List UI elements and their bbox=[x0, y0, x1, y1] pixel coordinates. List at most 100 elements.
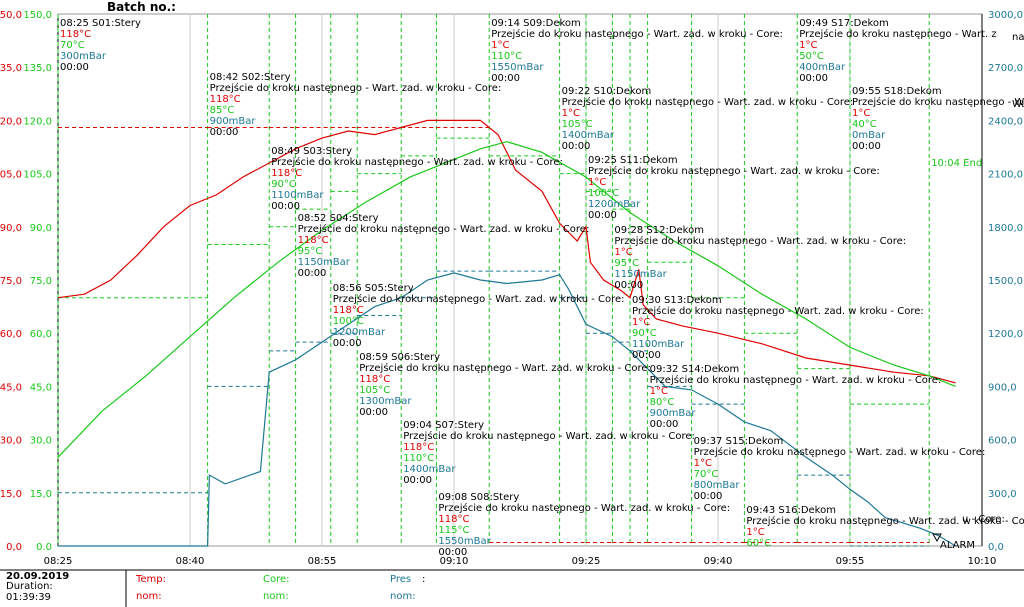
step-end-label: 10:04 End bbox=[931, 158, 982, 169]
step-core: 105°C bbox=[359, 385, 390, 396]
step-core: 90°C bbox=[271, 179, 296, 190]
step-label: 09:37 S15:Dekom bbox=[694, 436, 784, 447]
step-core: 95°C bbox=[614, 258, 639, 269]
step-temp: 118°C bbox=[333, 305, 364, 316]
x-tick-label: 09:10 bbox=[440, 556, 469, 567]
footer-duration-label: Duration: bbox=[6, 581, 53, 592]
step-core: 100°C bbox=[333, 316, 364, 327]
footer-date: 20.09.2019 bbox=[6, 571, 70, 582]
step-pres: 1400mBar bbox=[562, 130, 615, 141]
step-desc: Przejście do kroku następnego - Wart. z bbox=[799, 28, 996, 40]
left-green-tick-label: 150,0 bbox=[23, 10, 52, 21]
step-time: 00:00 bbox=[799, 73, 828, 84]
step-desc: Przejście do kroku następnego - Wart. za… bbox=[562, 96, 854, 108]
left-red-tick-label: 45,0 bbox=[0, 382, 22, 393]
right-blue-tick-label: 1800,0 bbox=[988, 223, 1023, 234]
batch-label: Batch no.: bbox=[107, 0, 176, 14]
step-desc: Przejście do kroku następnego - Wart. za… bbox=[298, 223, 590, 235]
right-blue-tick-label: 2400,0 bbox=[988, 116, 1023, 127]
x-tick-label: 09:25 bbox=[572, 556, 601, 567]
step-pres: 900mBar bbox=[650, 408, 697, 419]
step-time: 00:00 bbox=[438, 547, 467, 558]
step-label: 09:55 S18:Dekom bbox=[852, 86, 942, 97]
step-temp: 118°C bbox=[298, 235, 329, 246]
left-red-tick-label: 30,0 bbox=[0, 436, 22, 447]
step-core: 70°C bbox=[694, 469, 719, 480]
step-temp: 1°C bbox=[632, 317, 650, 328]
step-temp: 118°C bbox=[210, 94, 241, 105]
step-time: 00:00 bbox=[694, 491, 723, 502]
left-red-tick-label: 75,0 bbox=[0, 276, 22, 287]
step-annotations: 08:25 S01:Stery118°C70°C300mBar00:0008:4… bbox=[60, 18, 1024, 558]
step-label: 08:56 S05:Stery bbox=[333, 283, 414, 294]
step-temp: 118°C bbox=[271, 168, 302, 179]
footer-pres-colon: : bbox=[422, 574, 426, 585]
series-temp-line bbox=[57, 119, 956, 384]
step-label: 08:52 S04:Stery bbox=[298, 213, 379, 224]
step-label: 09:14 S09:Dekom bbox=[491, 18, 581, 29]
left-red-tick-label: 105,0 bbox=[0, 170, 22, 181]
plot-frame bbox=[57, 13, 983, 547]
step-core: 100°C bbox=[588, 188, 619, 199]
step-pres: 0mBar bbox=[852, 130, 886, 141]
x-tick-label: 08:55 bbox=[308, 556, 337, 567]
right-blue-tick-label: 2700,0 bbox=[988, 63, 1023, 74]
step-core: 110°C bbox=[491, 51, 522, 62]
left-green-tick-label: 15,0 bbox=[30, 489, 52, 500]
step-desc: Przejście do kroku następnego - Wart. za… bbox=[271, 156, 563, 168]
x-tick-label: 08:40 bbox=[176, 556, 205, 567]
step-time: 00:00 bbox=[852, 141, 881, 152]
x-tick-label: 08:25 bbox=[44, 556, 73, 567]
step-core: 50°C bbox=[799, 51, 824, 62]
left-red-tick-label: 135,0 bbox=[0, 63, 22, 74]
alarm-label: ALARM bbox=[940, 540, 975, 551]
step-temp: 1°C bbox=[799, 40, 817, 51]
step-desc: Przejście do kroku następnego - Wart. za… bbox=[333, 293, 625, 305]
left-red-tick-label: 150,0 bbox=[0, 10, 22, 21]
step-core: 115°C bbox=[438, 525, 469, 536]
cutoff-label-3: Wa bbox=[1012, 99, 1024, 110]
left-green-tick-label: 135,0 bbox=[23, 63, 52, 74]
step-temp: 1°C bbox=[650, 386, 668, 397]
footer-temp-nom: nom: bbox=[136, 591, 162, 602]
step-label: 09:32 S14:Dekom bbox=[650, 364, 740, 375]
step-time: 00:00 bbox=[632, 350, 661, 361]
left-green-tick-label: 75,0 bbox=[30, 276, 52, 287]
step-pres: 1200mBar bbox=[333, 327, 386, 338]
right-blue-tick-label: 1500,0 bbox=[988, 276, 1023, 287]
step-desc: Przejście do kroku następnego - Wart. za… bbox=[588, 165, 880, 177]
step-time: 00:00 bbox=[650, 419, 679, 430]
step-core: 80°C bbox=[650, 397, 675, 408]
step-temp: 1°C bbox=[852, 108, 870, 119]
series-lines bbox=[57, 119, 956, 547]
step-desc: Przejście do kroku następnego - Wart. za… bbox=[694, 446, 986, 458]
step-label: 09:28 S12:Dekom bbox=[614, 225, 704, 236]
step-time: 00:00 bbox=[333, 338, 362, 349]
step-desc: Przejście do kroku następnego - Wart. za… bbox=[614, 235, 906, 247]
step-temp: 1°C bbox=[746, 527, 764, 538]
step-core: 60°C bbox=[746, 538, 771, 549]
step-pres: 300mBar bbox=[60, 51, 107, 62]
step-temp: 1°C bbox=[588, 177, 606, 188]
footer-temp-label: Temp: bbox=[136, 574, 167, 585]
step-pres: 1150mBar bbox=[298, 257, 351, 268]
step-core: 110°C bbox=[403, 453, 434, 464]
step-label: 08:59 S06:Stery bbox=[359, 352, 440, 363]
cutoff-label-2: na bbox=[1012, 32, 1024, 43]
step-temp: 118°C bbox=[60, 29, 91, 40]
right-blue-tick-label: 900,0 bbox=[988, 382, 1017, 393]
left-green-tick-label: 45,0 bbox=[30, 382, 52, 393]
left-green-tick-label: 120,0 bbox=[23, 116, 52, 127]
step-desc: Przejście do kroku następnego - Wart. za… bbox=[403, 430, 695, 442]
left-green-tick-label: 90,0 bbox=[30, 223, 52, 234]
process-chart: 08:25 08:40 08:55 09:10 09:25 09:40 09:55 10:10… bbox=[0, 10, 1024, 567]
left-red-tick-label: 0,0 bbox=[6, 542, 22, 553]
step-time: 00:00 bbox=[210, 127, 239, 138]
step-label: 09:22 S10:Dekom bbox=[562, 86, 652, 97]
footer: 20.09.2019 Duration: 01:39:39 Temp: nom:… bbox=[0, 569, 1024, 607]
footer-pres-label: Pres bbox=[390, 574, 412, 585]
step-pres: 1100mBar bbox=[271, 190, 324, 201]
right-blue-tick-label: 2100,0 bbox=[988, 170, 1023, 181]
step-pres: 1550mBar bbox=[438, 536, 491, 547]
footer-duration: 01:39:39 bbox=[6, 592, 51, 603]
